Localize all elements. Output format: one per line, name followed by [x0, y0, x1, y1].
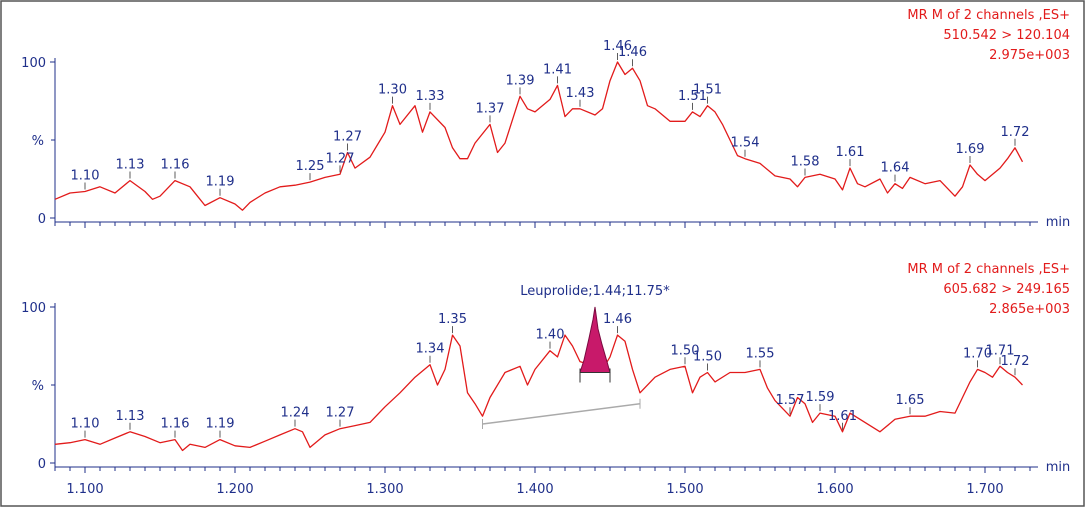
- x-tick-label: 1.500: [666, 482, 703, 497]
- peak-label: 1.27: [326, 151, 355, 166]
- x-tick-label: 1.600: [816, 482, 853, 497]
- y-tick-label: 100: [21, 301, 46, 316]
- peak-label: 1.70: [963, 346, 992, 361]
- header-line-1: 510.542 > 120.104: [943, 28, 1070, 43]
- y-tick-label: 0: [38, 212, 46, 227]
- trace-line: [54, 61, 1024, 211]
- peak-label: 1.39: [506, 73, 535, 88]
- peak-label: 1.41: [543, 62, 572, 77]
- x-axis-label: min: [1046, 215, 1071, 230]
- peak-label: 1.64: [881, 161, 910, 176]
- peak-label: 1.13: [116, 158, 145, 173]
- y-tick-label: 0: [38, 457, 46, 472]
- integration-baseline: [482, 402, 641, 425]
- peak-label: 1.27: [326, 406, 355, 421]
- peak-label: 1.69: [956, 142, 985, 157]
- x-tick-label: 1.700: [966, 482, 1003, 497]
- peak-label: 1.43: [566, 86, 595, 101]
- peak-label: 1.16: [161, 417, 190, 432]
- peak-label: 1.65: [896, 393, 925, 408]
- header-line-1: 605.682 > 249.165: [943, 282, 1070, 297]
- peak-label: 1.25: [296, 159, 325, 174]
- peak-label: 1.50: [671, 343, 700, 358]
- peak-label: 1.46: [603, 312, 632, 327]
- peak-label: 1.72: [1001, 354, 1030, 369]
- peak-label: 1.13: [116, 409, 145, 424]
- peak-label: 1.58: [791, 154, 820, 169]
- header-line-2: 2.975e+003: [989, 48, 1070, 63]
- peak-label: 1.55: [746, 346, 775, 361]
- x-tick-label: 1.100: [66, 482, 103, 497]
- peak-label: 1.54: [731, 136, 760, 151]
- peak-label: 1.46: [603, 39, 632, 54]
- y-tick-label: 100: [21, 56, 46, 71]
- integrated-peak-fill: [579, 306, 611, 374]
- y-axis-label: %: [32, 134, 44, 149]
- peak-label: 1.10: [71, 417, 100, 432]
- peak-label: 1.51: [678, 89, 707, 104]
- peak-label: 1.35: [438, 312, 467, 327]
- peak-label: 1.19: [206, 417, 235, 432]
- y-axis-label: %: [32, 379, 44, 394]
- header-line-0: MR M of 2 channels ,ES+: [907, 8, 1070, 23]
- peak-label: 1.57: [776, 393, 805, 408]
- x-axis-label: min: [1046, 460, 1071, 475]
- peak-label: 1.19: [206, 175, 235, 190]
- header-line-2: 2.865e+003: [989, 302, 1070, 317]
- peak-label: 1.24: [281, 406, 310, 421]
- peak-label: 1.10: [71, 168, 100, 183]
- peak-label: 1.71: [986, 343, 1015, 358]
- peak-label: 1.40: [536, 328, 565, 343]
- x-tick-label: 1.300: [366, 482, 403, 497]
- panel-bottom: MR M of 2 channels ,ES+ 605.682 > 249.165…: [21, 262, 1070, 497]
- x-tick-label: 1.200: [216, 482, 253, 497]
- peak-label: 1.30: [378, 83, 407, 98]
- peak-label: 1.33: [416, 89, 445, 104]
- peak-label: 1.16: [161, 158, 190, 173]
- peak-label: 1.51: [693, 83, 722, 98]
- peak-label: 1.27: [333, 129, 362, 144]
- peak-label: 1.34: [416, 342, 445, 357]
- peak-label: 1.50: [693, 350, 722, 365]
- peak-label: 1.61: [828, 409, 857, 424]
- x-tick-label: 1.400: [516, 482, 553, 497]
- panel-top: MR M of 2 channels ,ES+ 510.542 > 120.104…: [21, 8, 1070, 230]
- peak-label: 1.72: [1001, 125, 1030, 140]
- integrated-peak-label: Leuprolide;1.44;11.75*: [520, 284, 670, 299]
- peak-label: 1.59: [806, 390, 835, 405]
- trace-line: [54, 334, 1023, 452]
- peak-label: 1.37: [476, 101, 505, 116]
- peak-label: 1.46: [618, 45, 647, 60]
- header-line-0: MR M of 2 channels ,ES+: [907, 262, 1070, 277]
- peak-label: 1.61: [836, 145, 865, 160]
